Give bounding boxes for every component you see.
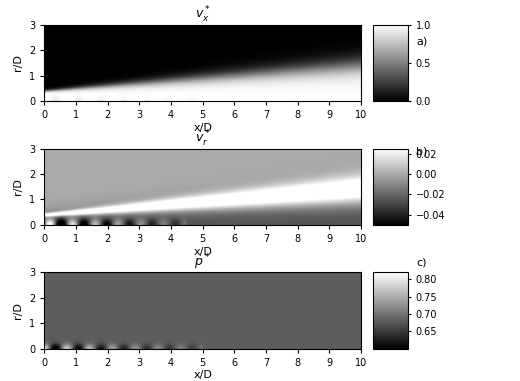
Y-axis label: r/D: r/D bbox=[14, 178, 23, 195]
Y-axis label: r/D: r/D bbox=[14, 54, 23, 71]
X-axis label: x/D: x/D bbox=[193, 123, 212, 133]
Text: a): a) bbox=[416, 36, 427, 46]
Title: $v_x^*$: $v_x^*$ bbox=[194, 5, 211, 25]
Title: $v_r^*$: $v_r^*$ bbox=[194, 128, 211, 149]
Text: b): b) bbox=[416, 147, 427, 157]
Title: $p^*$: $p^*$ bbox=[194, 253, 211, 272]
Text: c): c) bbox=[416, 257, 426, 267]
X-axis label: x/D: x/D bbox=[193, 370, 212, 380]
X-axis label: x/D: x/D bbox=[193, 247, 212, 257]
Y-axis label: r/D: r/D bbox=[14, 302, 23, 319]
